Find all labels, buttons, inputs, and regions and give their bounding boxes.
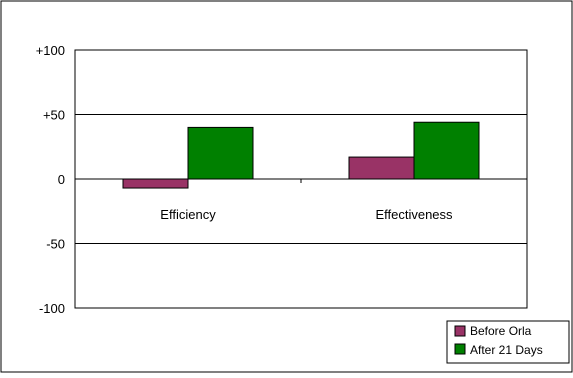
category-labels: Efficiency Effectiveness bbox=[160, 207, 453, 222]
bars bbox=[122, 121, 480, 189]
legend: Before Orla After 21 Days bbox=[446, 320, 570, 364]
legend-label-before: Before Orla bbox=[470, 324, 532, 338]
y-tick-label: +50 bbox=[43, 108, 65, 123]
y-tick-label: -100 bbox=[39, 301, 65, 316]
bar-before-efficiency bbox=[122, 178, 189, 189]
gridlines bbox=[75, 114, 527, 244]
category-label: Efficiency bbox=[160, 207, 216, 222]
category-label: Effectiveness bbox=[375, 207, 453, 222]
y-tick-label: +100 bbox=[36, 43, 65, 58]
bar-before-effectiveness bbox=[348, 156, 415, 180]
bar-after-effectiveness bbox=[413, 121, 480, 180]
bar-after-efficiency bbox=[187, 126, 254, 180]
zero-axis bbox=[74, 178, 528, 183]
legend-box bbox=[446, 320, 570, 364]
legend-label-after: After 21 Days bbox=[470, 343, 543, 357]
y-axis-ticks: +100 +50 0 -50 -100 bbox=[36, 43, 65, 316]
legend-swatch-after bbox=[454, 343, 466, 355]
legend-swatch-before bbox=[454, 325, 466, 337]
y-tick-label: -50 bbox=[46, 237, 65, 252]
y-tick-label: 0 bbox=[58, 172, 65, 187]
